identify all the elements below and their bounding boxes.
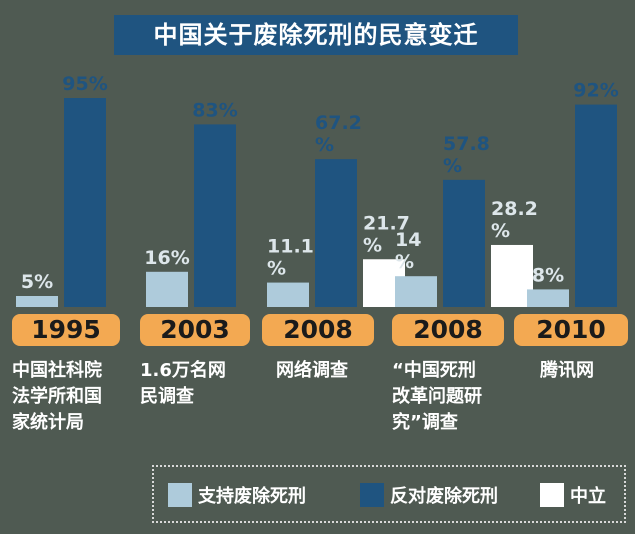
legend-label-oppose: 反对废除死刑 (390, 486, 498, 507)
chart-title: 中国关于废除死刑的民意变迁 (114, 15, 518, 55)
legend-swatch-neutral (540, 483, 564, 507)
value-label-oppose-2: 67.2% (315, 112, 362, 156)
bar-support-4 (527, 289, 569, 307)
year-label-4: 2010 (514, 314, 628, 346)
value-label-neutral-3: 28.2% (491, 198, 538, 242)
legend-swatch-oppose (360, 483, 384, 507)
value-label-oppose-1: 83% (192, 99, 237, 121)
bar-oppose-0 (64, 98, 106, 307)
bar-oppose-3 (443, 179, 485, 307)
source-caption-2: 网络调查 (276, 360, 348, 381)
value-label-oppose-3: 57.8% (443, 133, 490, 177)
year-label-0: 1995 (12, 314, 120, 346)
source-caption-0: 中国社科院 法学所和国 家统计局 (12, 360, 102, 433)
legend-item-support: 支持废除死刑 (168, 482, 306, 508)
legend-item-oppose: 反对废除死刑 (360, 482, 498, 508)
bar-oppose-4 (575, 104, 617, 307)
legend-item-neutral: 中立 (540, 482, 606, 508)
value-label-support-1: 16% (144, 247, 189, 269)
value-label-oppose-4: 92% (573, 80, 618, 102)
bar-support-1 (146, 271, 188, 307)
legend-label-neutral: 中立 (570, 486, 606, 507)
bar-neutral-3 (491, 244, 533, 307)
value-label-support-3: 14% (395, 229, 421, 273)
legend-label-support: 支持废除死刑 (198, 486, 306, 507)
bar-support-2 (267, 282, 309, 307)
value-label-support-0: 5% (21, 271, 53, 293)
bar-support-3 (395, 276, 437, 307)
legend-swatch-support (168, 483, 192, 507)
year-label-1: 2003 (140, 314, 250, 346)
value-label-support-2: 11.1% (267, 236, 314, 280)
source-caption-4: 腾讯网 (540, 360, 594, 381)
source-caption-3: “中国死刑 改革问题研 究”调查 (392, 360, 482, 433)
legend: 支持废除死刑 反对废除死刑 中立 (152, 465, 626, 523)
bar-oppose-1 (194, 124, 236, 308)
year-label-3: 2008 (392, 314, 504, 346)
value-label-support-4: 8% (532, 264, 564, 286)
bar-oppose-2 (315, 159, 357, 307)
value-label-neutral-2: 21.7% (363, 212, 410, 256)
value-label-oppose-0: 95% (62, 73, 107, 95)
bar-support-0 (16, 296, 58, 307)
source-caption-1: 1.6万名网 民调查 (140, 360, 226, 407)
year-label-2: 2008 (262, 314, 374, 346)
